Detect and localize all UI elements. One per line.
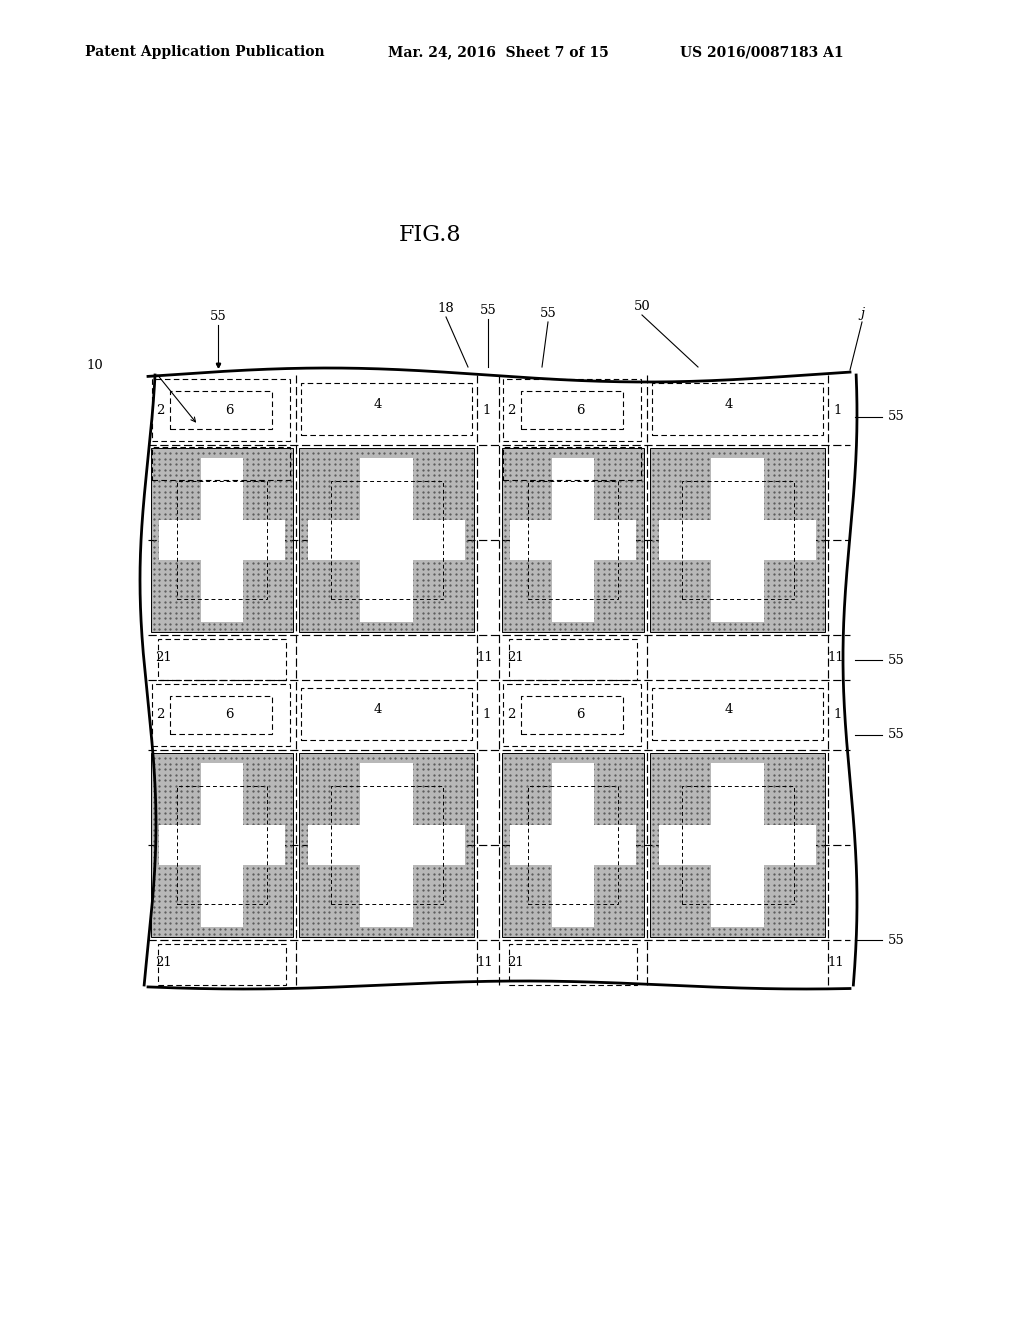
Text: 10: 10 (86, 359, 103, 372)
Text: Patent Application Publication: Patent Application Publication (85, 45, 325, 59)
Text: 6: 6 (577, 709, 585, 722)
Bar (301, 688, 472, 741)
Text: 4: 4 (724, 397, 732, 411)
Text: 6: 6 (225, 709, 233, 722)
Bar (176, 787, 267, 904)
Text: 11: 11 (827, 651, 845, 664)
Text: 1: 1 (834, 404, 842, 417)
Text: 21: 21 (507, 956, 523, 969)
Bar (652, 383, 823, 436)
Bar (659, 520, 815, 560)
Text: 2: 2 (156, 709, 164, 722)
Text: 55: 55 (540, 308, 556, 319)
Bar (170, 391, 272, 429)
Text: 4: 4 (374, 702, 382, 715)
Bar (152, 684, 290, 746)
Bar (510, 520, 636, 560)
Bar (510, 825, 636, 865)
Text: 11: 11 (827, 956, 845, 969)
Bar (176, 480, 267, 599)
Text: FIG.8: FIG.8 (398, 224, 462, 246)
Text: 11: 11 (476, 651, 494, 664)
Text: j: j (860, 308, 864, 319)
Text: 6: 6 (577, 404, 585, 417)
Text: 55: 55 (888, 729, 905, 742)
Bar (152, 447, 290, 480)
Bar (552, 458, 594, 622)
Bar (201, 763, 244, 927)
Bar (682, 787, 794, 904)
Text: 11: 11 (476, 956, 494, 969)
Bar (299, 752, 474, 937)
Bar (151, 447, 293, 632)
Bar (682, 480, 794, 599)
Text: 55: 55 (888, 653, 905, 667)
Text: 21: 21 (156, 651, 172, 664)
Bar (158, 639, 286, 680)
Bar (712, 763, 764, 927)
Text: 1: 1 (482, 404, 492, 417)
Text: 21: 21 (156, 956, 172, 969)
Text: 18: 18 (437, 302, 455, 315)
Bar (527, 787, 618, 904)
Bar (650, 447, 825, 632)
Bar (503, 684, 641, 746)
Text: 4: 4 (724, 702, 732, 715)
Bar (308, 825, 465, 865)
Bar (360, 763, 413, 927)
Bar (159, 825, 286, 865)
Bar (158, 944, 286, 985)
Bar (503, 447, 641, 480)
Text: 6: 6 (225, 404, 233, 417)
Bar (521, 696, 623, 734)
Bar (331, 787, 442, 904)
Text: 4: 4 (374, 397, 382, 411)
Bar (552, 763, 594, 927)
Bar (503, 379, 641, 441)
Text: 2: 2 (156, 404, 164, 417)
Bar (502, 447, 644, 632)
Text: 2: 2 (507, 404, 515, 417)
Text: US 2016/0087183 A1: US 2016/0087183 A1 (680, 45, 844, 59)
Text: 55: 55 (479, 304, 497, 317)
Bar (170, 696, 272, 734)
Text: Mar. 24, 2016  Sheet 7 of 15: Mar. 24, 2016 Sheet 7 of 15 (388, 45, 608, 59)
Text: 1: 1 (834, 709, 842, 722)
Bar (509, 944, 637, 985)
Bar (502, 752, 644, 937)
Bar (360, 458, 413, 622)
Text: 21: 21 (507, 651, 523, 664)
Bar (159, 520, 286, 560)
Bar (201, 458, 244, 622)
Bar (299, 447, 474, 632)
Text: 1: 1 (482, 709, 492, 722)
Bar (652, 688, 823, 741)
Bar (712, 458, 764, 622)
Bar (527, 480, 618, 599)
Text: 2: 2 (507, 709, 515, 722)
Bar (308, 520, 465, 560)
Bar (650, 752, 825, 937)
Bar (659, 825, 815, 865)
Bar (521, 391, 623, 429)
Text: 55: 55 (888, 933, 905, 946)
Bar (331, 480, 442, 599)
Bar (301, 383, 472, 436)
Bar (151, 752, 293, 937)
Text: 55: 55 (888, 411, 905, 424)
Bar (509, 639, 637, 680)
Text: 55: 55 (210, 310, 226, 323)
Text: 50: 50 (634, 300, 650, 313)
Bar (152, 379, 290, 441)
